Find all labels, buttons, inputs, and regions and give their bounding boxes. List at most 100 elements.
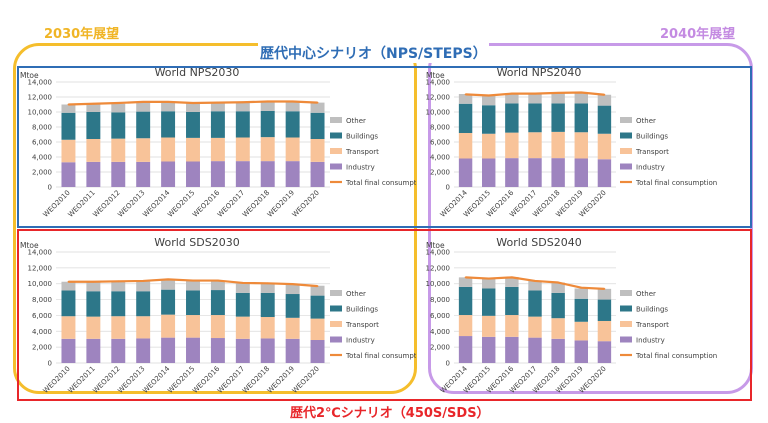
legend-label: Buildings [636,133,668,141]
y-tick-label: 10,000 [426,109,451,117]
bar-segment-buildings [111,112,126,139]
total-consumption-point [487,94,490,97]
y-axis-label: Mtoe [426,71,445,80]
bar-segment-buildings [210,290,225,316]
total-consumption-point [241,282,244,284]
bar-segment-transport [597,133,612,160]
bar-segment-other [528,280,542,291]
bar-segment-transport [310,318,325,341]
y-axis-label: Mtoe [20,241,39,250]
bar-segment-industry [528,337,542,363]
bar-segment-transport [161,314,176,338]
period-2040-label: 2040年展望 [660,27,736,42]
bar-segment-other [111,103,126,113]
total-consumption-point [217,279,219,282]
legend-label: Other [346,117,366,125]
bar-segment-other [482,95,496,106]
bar-segment-other [597,288,612,300]
y-axis-label: Mtoe [20,71,39,80]
bar-segment-other [161,279,176,290]
bar-segment-other [285,284,300,295]
total-consumption-point [142,280,145,282]
bar-segment-buildings [186,290,200,316]
legend-label: Other [636,117,656,125]
legend-swatch-transport [330,148,342,154]
bar-segment-industry [482,158,496,187]
total-consumption-point [487,277,490,280]
bar-segment-transport [61,316,76,339]
bar-segment-industry [111,161,126,187]
legend-label: Buildings [636,306,668,314]
bar-segment-buildings [482,105,496,134]
y-tick-label: 2,000 [430,169,450,177]
bar-segment-industry [61,338,76,363]
bar-segment-transport [61,139,76,163]
legend-swatch-other [620,290,632,296]
bar-segment-transport [136,138,151,162]
y-tick-label: 10,000 [426,280,451,288]
bar-segment-buildings [597,105,612,134]
bar-segment-transport [186,137,200,162]
bar-segment-other [285,101,300,112]
bar-segment-industry [285,161,300,187]
bar-segment-industry [86,161,101,187]
y-tick-label: 8,000 [430,124,450,132]
bar-segment-other [260,102,275,111]
bar-segment-industry [310,340,325,363]
bar-segment-transport [161,137,176,162]
y-tick-label: 12,000 [28,94,53,102]
legend-swatch-industry [330,336,342,343]
y-tick-label: 6,000 [430,139,450,147]
bar-segment-transport [551,318,565,339]
bar-segment-transport [235,316,250,339]
bar-segment-industry [285,338,300,363]
bar-segment-transport [285,137,300,162]
legend-swatch-buildings [620,305,632,312]
legend-label: Other [636,290,656,298]
bar-segment-industry [310,161,325,187]
total-consumption-point [316,101,319,104]
chart-nps2040: World NPS2040 Mtoe 0 2,000 4,000 6,000 8,000 10… [424,62,750,226]
bar-segment-buildings [551,292,565,319]
legend-label: Buildings [346,306,378,314]
bar-segment-industry [574,340,588,363]
bar-segment-buildings [528,290,542,317]
bar-segment-transport [186,315,200,338]
bar-segment-industry [210,338,225,363]
total-consumption-point [142,100,145,103]
bar-segment-buildings [505,103,519,133]
bar-segment-buildings [136,111,151,139]
bar-segment-transport [458,133,473,159]
bar-segment-buildings [310,295,325,319]
total-consumption-point [217,101,219,104]
y-tick-label: 10,000 [28,280,53,288]
bar-segment-other [186,280,200,291]
bar-segment-transport [235,137,250,162]
y-tick-label: 6,000 [32,139,52,147]
bar-segment-transport [505,315,519,337]
bar-segment-other [136,281,151,292]
bar-segment-other [235,283,250,293]
total-consumption-point [510,276,513,279]
total-consumption-point [67,103,70,106]
bar-segment-buildings [574,103,588,133]
chart-sds2040: World SDS2040 Mtoe 0 2,000 4,000 6,000 8,000 10… [424,232,750,400]
legend-swatch-transport [620,148,632,154]
chart-sds2030: World SDS2030 Mtoe 0 2,000 4,000 6,000 8,000 10… [18,232,416,400]
total-consumption-point [557,281,560,284]
chart-title: World SDS2040 [496,236,581,249]
total-consumption-point [167,278,169,281]
bar-segment-other [86,103,101,112]
bar-segment-transport [111,316,126,339]
total-consumption-point [266,282,269,285]
y-tick-label: 14,000 [426,79,451,87]
legend-label: Industry [636,337,665,345]
chart-nps2030: World NPS2030 Mtoe 0 2,000 4,000 6,000 8,000 10… [18,62,416,226]
y-tick-label: 8,000 [430,296,450,304]
legend-label: Total final consumption [635,352,717,360]
bar-segment-industry [528,158,542,187]
bar-segment-buildings [61,290,76,317]
legend-label: Industry [346,164,375,172]
total-consumption-point [534,92,536,95]
bar-segment-other [86,282,101,292]
